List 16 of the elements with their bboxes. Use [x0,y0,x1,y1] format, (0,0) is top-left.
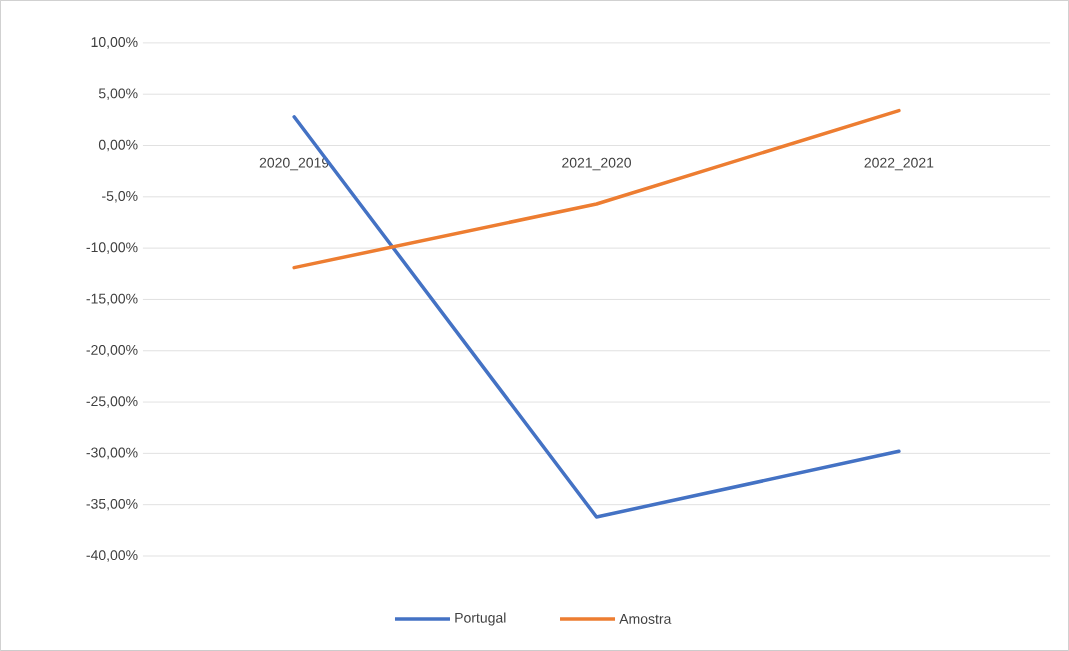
y-tick-label: -10,00% [86,242,138,254]
y-tick-label: -20,00% [86,345,138,357]
x-tick-label: 2021_2020 [562,157,631,171]
legend-label: Amostra [619,614,672,624]
y-tick-label: -40,00% [86,550,138,562]
y-tick-label: 5,00% [98,88,138,101]
y-tick-label: -25,00% [86,396,138,408]
y-tick-label: -35,00% [86,498,138,511]
y-tick-label: -15,00% [86,293,138,306]
legend-label: Portugal [455,612,506,626]
y-tick-label: 10,00% [91,37,138,49]
y-tick-label: 0,00% [98,139,138,152]
y-tick-label: -5,0% [102,191,138,203]
x-tick-label: 2022_2021 [864,157,934,171]
x-tick-label: 2020_2019 [259,157,329,171]
y-tick-label: -30,00% [86,447,138,460]
